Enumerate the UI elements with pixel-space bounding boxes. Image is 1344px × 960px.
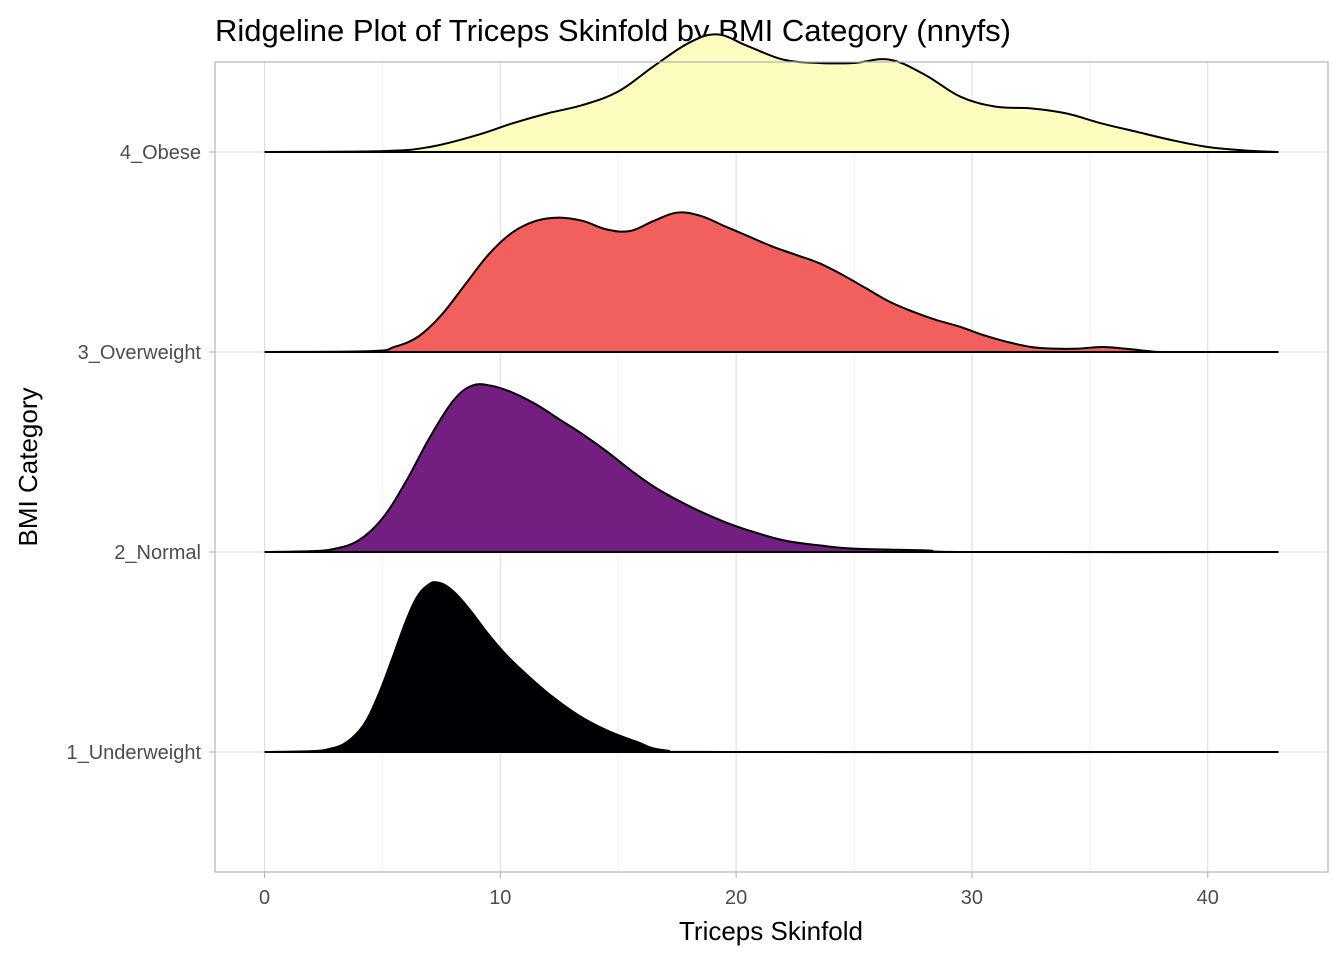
y-axis-title: BMI Category bbox=[13, 388, 43, 547]
ridge-fill bbox=[264, 34, 1279, 152]
ridge-fill bbox=[264, 212, 1279, 353]
ridge-outline bbox=[264, 33, 1279, 153]
ridges bbox=[264, 33, 1279, 754]
plot-panel-border bbox=[214, 61, 1329, 873]
y-axis-ticks: 1_Underweight 2_Normal 3_Overweight 4_Obese bbox=[66, 142, 215, 764]
ridge-fill bbox=[264, 582, 1279, 753]
y-tick-label: 2_Normal bbox=[114, 542, 201, 564]
x-tick-label: 10 bbox=[489, 887, 511, 909]
chart-title: Ridgeline Plot of Triceps Skinfold by BM… bbox=[215, 13, 1011, 48]
ridge-outline bbox=[264, 211, 1279, 354]
x-tick-label: 30 bbox=[961, 887, 983, 909]
y-tick-label: 1_Underweight bbox=[66, 742, 201, 764]
ridge-fill bbox=[264, 384, 1279, 553]
x-tick-label: 20 bbox=[725, 887, 747, 909]
ridge-1_Underweight bbox=[264, 581, 1279, 754]
ridge-3_Overweight bbox=[264, 211, 1279, 354]
x-axis-title: Triceps Skinfold bbox=[679, 916, 863, 946]
ridge-outline bbox=[264, 383, 1279, 554]
ridge-4_Obese bbox=[264, 33, 1279, 153]
x-tick-label: 40 bbox=[1197, 887, 1219, 909]
y-tick-label: 3_Overweight bbox=[78, 342, 202, 364]
ridge-2_Normal bbox=[264, 383, 1279, 554]
y-tick-label: 4_Obese bbox=[120, 142, 201, 164]
x-tick-label: 0 bbox=[259, 887, 270, 909]
x-axis-ticks: 0 10 20 30 40 bbox=[259, 872, 1219, 909]
ridge-outline bbox=[264, 581, 1279, 754]
